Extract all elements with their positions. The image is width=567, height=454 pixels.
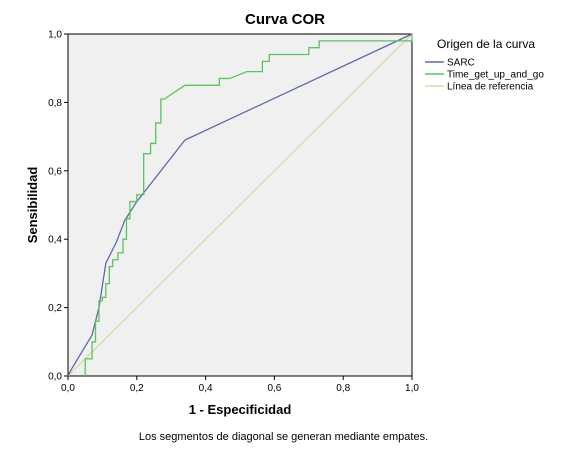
y-tick-label: 0,2	[48, 303, 62, 314]
y-tick-label: 0,4	[48, 235, 62, 246]
x-tick-label: 0,6	[267, 383, 281, 394]
series-line-1	[84, 34, 413, 376]
legend-title: Origen de la curva	[437, 37, 535, 51]
series-layer	[67, 33, 413, 377]
y-axis-label: Sensibilidad	[25, 167, 40, 244]
x-tick-label: 0,8	[336, 383, 350, 394]
tick-layer: 0,0 0,2 0,4 0,6 0,8 1,0 0,0 0,2 0,4 0,6 0,8 1,0	[48, 30, 419, 395]
y-tick-label: 0,8	[48, 98, 62, 109]
series-line-2	[67, 33, 413, 377]
legend-entry: SARC	[447, 58, 475, 69]
x-tick-label: 0,4	[199, 383, 213, 394]
x-tick-label: 0,2	[130, 383, 144, 394]
x-tick-label: 0,0	[61, 383, 75, 394]
y-tick-label: 0,0	[48, 372, 62, 383]
series-line-0	[67, 33, 413, 377]
x-tick-label: 1,0	[405, 383, 419, 394]
legend-entry: Línea de referencia	[447, 82, 534, 93]
chart-title: Curva COR	[245, 11, 325, 28]
legend: Origen de la curva SARCTime_get_up_and_g…	[425, 37, 544, 93]
chart-footnote: Los segmentos de diagonal se generan med…	[138, 431, 429, 443]
x-axis-label: 1 - Especificidad	[189, 402, 292, 417]
legend-entry: Time_get_up_and_go	[447, 70, 544, 81]
y-tick-label: 0,6	[48, 166, 62, 177]
y-tick-label: 1,0	[48, 30, 62, 41]
